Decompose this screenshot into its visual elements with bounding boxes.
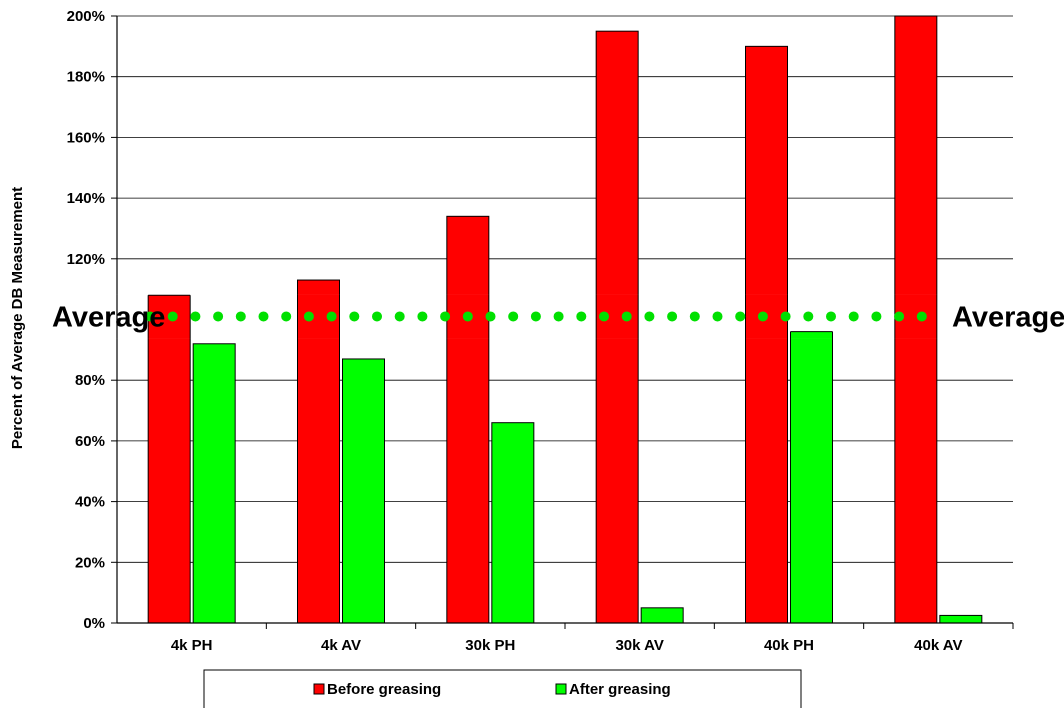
bar-after-greasing xyxy=(342,358,385,624)
average-dot xyxy=(372,311,382,322)
average-dot xyxy=(440,311,451,322)
bar-before-greasing xyxy=(147,294,191,624)
average-dot xyxy=(916,311,927,322)
bar-after-greasing xyxy=(939,614,983,624)
average-dot xyxy=(145,311,155,322)
average-dot xyxy=(417,311,428,322)
legend: Before greasing After greasing xyxy=(203,669,802,708)
y-tick-label: 80% xyxy=(75,372,105,389)
average-dot xyxy=(599,311,609,322)
average-dot xyxy=(848,311,859,322)
y-tick-label: 180% xyxy=(67,69,105,86)
average-dot xyxy=(553,311,564,322)
average-dot xyxy=(258,311,269,322)
gridlines xyxy=(117,15,1013,563)
average-dot xyxy=(303,311,314,322)
average-label-right: Average xyxy=(952,301,1064,333)
y-tick-labels: 0% 20% 40% 60% 80% 120% 140% 160% 180% 200% xyxy=(67,8,105,632)
bar-before-greasing xyxy=(446,215,490,624)
average-dot xyxy=(894,311,905,322)
legend-box xyxy=(203,669,802,708)
average-dot xyxy=(667,311,678,322)
average-dot xyxy=(871,311,882,322)
x-tick-label: 4k PH xyxy=(171,637,213,654)
average-dot xyxy=(190,311,201,322)
legend-swatch xyxy=(313,683,325,695)
bar-after-greasing xyxy=(491,422,535,624)
average-dot xyxy=(235,311,246,322)
bar-segment xyxy=(790,331,833,339)
bar-after-greasing xyxy=(192,343,236,624)
average-dot xyxy=(803,311,814,322)
average-dot xyxy=(689,311,700,322)
average-dot xyxy=(326,311,337,322)
average-dot xyxy=(621,311,632,322)
average-dot xyxy=(508,311,519,322)
legend-label: Before greasing xyxy=(327,681,441,698)
average-dot xyxy=(780,311,791,322)
y-tick-label: 20% xyxy=(75,554,105,571)
average-dot xyxy=(735,311,746,322)
y-tick-label: 200% xyxy=(67,8,105,25)
average-dot xyxy=(167,311,178,322)
y-axis-title: Percent of Average DB Measurement xyxy=(9,187,26,449)
x-tick-label: 30k PH xyxy=(465,637,515,654)
average-dot xyxy=(394,311,405,322)
x-tick-label: 40k AV xyxy=(914,637,962,654)
average-dot xyxy=(757,311,768,322)
legend-swatch xyxy=(555,683,567,695)
average-label-left: Average xyxy=(52,301,165,333)
y-tick-label: 120% xyxy=(67,251,105,268)
bar-after-greasing xyxy=(640,607,684,624)
average-line: Average Average xyxy=(0,294,1064,339)
average-dot xyxy=(530,311,541,322)
average-dot xyxy=(349,311,360,322)
y-tick-label: 0% xyxy=(83,615,105,632)
y-tick-label: 40% xyxy=(75,494,105,511)
legend-label: After greasing xyxy=(569,681,671,698)
y-tick-label: 160% xyxy=(67,129,105,146)
average-dot xyxy=(485,311,496,322)
x-tick-labels: 4k PH 4k AV 30k PH 30k AV 40k PH 40k AV xyxy=(171,637,963,654)
bar-after-greasing xyxy=(790,331,833,624)
average-dot xyxy=(462,311,473,322)
average-dot xyxy=(826,311,836,322)
average-dot xyxy=(281,311,292,322)
x-tick-label: 40k PH xyxy=(764,637,814,654)
average-dot xyxy=(576,311,587,322)
y-tick-label: 60% xyxy=(75,433,105,450)
x-tick-label: 4k AV xyxy=(321,637,361,654)
average-dot xyxy=(213,311,224,322)
average-dot xyxy=(644,311,655,322)
y-tick-label: 140% xyxy=(67,190,105,207)
x-tick-label: 30k AV xyxy=(615,637,663,654)
average-dot xyxy=(712,311,723,322)
